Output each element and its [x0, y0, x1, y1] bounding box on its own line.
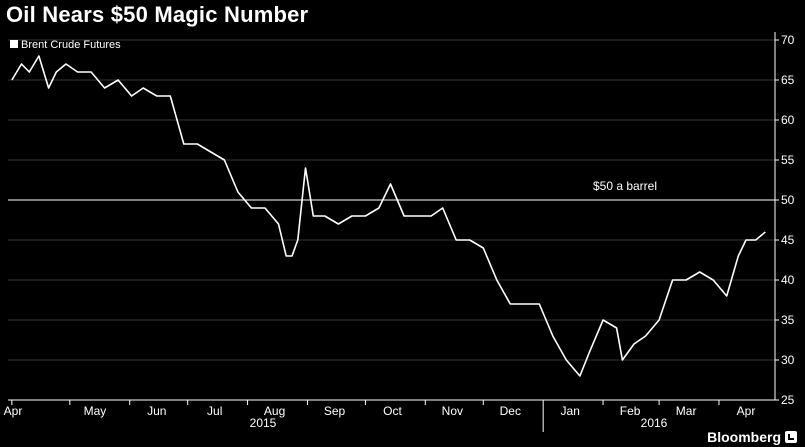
y-tick-label: 60 [781, 113, 795, 127]
y-tick-label: 65 [781, 73, 795, 87]
x-year-label: 2015 [250, 416, 277, 430]
legend: Brent Crude Futures [10, 39, 121, 51]
legend-label: Brent Crude Futures [21, 39, 121, 51]
x-tick-label: Sep [324, 404, 346, 418]
bloomberg-chart-icon [785, 431, 797, 443]
y-tick-label: 55 [781, 153, 795, 167]
x-tick-label: Feb [620, 404, 641, 418]
chart-title: Oil Nears $50 Magic Number [6, 2, 309, 27]
y-tick-label: 40 [781, 273, 795, 287]
x-tick-label: Dec [500, 404, 521, 418]
brand-name: Bloomberg [707, 429, 781, 445]
series-line-brent [11, 55, 766, 377]
x-tick-label: Apr [4, 404, 23, 418]
y-tick-label: 45 [781, 233, 795, 247]
x-tick-label: Mar [676, 404, 697, 418]
y-tick-label: 50 [781, 193, 795, 207]
x-axis: Apr May Jun Jul Aug Sep Oct Nov Dec Jan Feb Mar Apr 2… [4, 399, 775, 432]
reference-line-group: $50 a barrel [8, 179, 775, 201]
legend-swatch [10, 40, 18, 48]
x-tick-label: Aug [264, 404, 285, 418]
x-tick-label: May [84, 404, 107, 418]
x-tick-label: Jan [561, 404, 580, 418]
y-tick-label: 25 [781, 393, 795, 407]
x-tick-label: Nov [442, 404, 463, 418]
x-tick-label: Oct [383, 404, 402, 418]
reference-line-label: $50 a barrel [593, 179, 657, 193]
x-tick-label: Apr [737, 404, 756, 418]
y-tick-label: 30 [781, 353, 795, 367]
y-tick-label: 35 [781, 313, 795, 327]
grid-lines [8, 39, 775, 401]
series-layer [11, 55, 766, 377]
x-tick-label: Jul [207, 404, 222, 418]
bloomberg-logo: Bloomberg [707, 429, 797, 445]
x-tick-label: Jun [147, 404, 166, 418]
y-axis-ticks: 25 30 35 40 45 50 55 60 65 70 [774, 32, 795, 407]
y-tick-label: 70 [781, 33, 795, 47]
x-year-label: 2016 [641, 416, 668, 430]
